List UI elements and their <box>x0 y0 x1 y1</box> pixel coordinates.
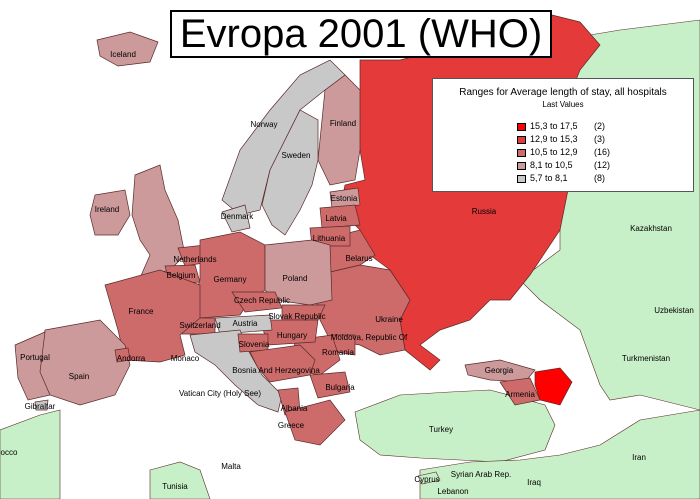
country-austria <box>214 314 273 335</box>
legend-range: 5,7 to 8,1 <box>530 173 568 183</box>
legend-row: 12,9 to 15,3 (3) <box>517 134 605 145</box>
legend-swatch <box>517 148 526 157</box>
legend: Ranges for Average length of stay, all h… <box>432 78 694 192</box>
legend-subtitle: Last Values <box>542 100 584 109</box>
label-morocco: occo <box>0 448 18 457</box>
region-north-africa <box>0 409 61 499</box>
country-greece <box>284 399 346 446</box>
label-uzbekistan: Uzbekistan <box>654 306 694 315</box>
country-bulgaria <box>309 371 351 399</box>
label-moldova: Moldova, Republic Of <box>330 333 408 342</box>
legend-swatch <box>517 174 526 183</box>
country-bosnia-and-herzegovina <box>249 344 316 383</box>
label-ukraine: Ukraine <box>375 315 403 324</box>
country-andorra <box>114 347 131 363</box>
label-hungary: Hungary <box>276 331 308 340</box>
label-sweden: Sweden <box>281 151 311 160</box>
label-tunisia: Tunisia <box>162 482 188 491</box>
label-andorra: Andorra <box>116 354 146 363</box>
legend-range: 10,5 to 12,9 <box>530 147 578 157</box>
region-cyprus <box>417 471 441 485</box>
legend-count: (12) <box>594 160 611 170</box>
country-armenia <box>499 377 541 406</box>
label-slovak-republic: Slovak Republic <box>268 312 326 321</box>
label-cyprus: Cyprus <box>414 475 440 484</box>
label-monaco: Monaco <box>170 354 200 363</box>
legend-count: (16) <box>594 147 611 157</box>
label-albania: Albania <box>280 404 308 413</box>
label-kazakhstan: Kazakhstan <box>630 224 672 233</box>
label-greece: Greece <box>277 421 305 430</box>
legend-range: 15,3 to 17,5 <box>530 121 578 131</box>
label-turkmenistan: Turkmenistan <box>621 354 671 363</box>
label-germany: Germany <box>213 275 247 284</box>
country-sweden <box>261 109 319 236</box>
label-netherlands: Netherlands <box>173 255 217 264</box>
label-iceland: Iceland <box>110 50 136 59</box>
label-bosnia-and-herzegovina: Bosnia And Herzegovina <box>232 366 320 375</box>
legend-swatch <box>517 161 526 170</box>
legend-row: 5,7 to 8,1 (8) <box>517 173 605 184</box>
legend-count: (8) <box>594 173 605 183</box>
country-norway <box>221 59 346 216</box>
label-france: France <box>128 307 154 316</box>
label-vatican-city: Vatican City (Holy See) <box>178 389 262 398</box>
country-azerbaijan <box>534 367 573 406</box>
country-ireland <box>89 189 131 236</box>
region-turkey <box>354 389 556 463</box>
label-ireland: Ireland <box>94 205 120 214</box>
legend-row: 8,1 to 10,5 (12) <box>517 160 610 171</box>
region-north-africa-east <box>149 461 211 499</box>
country-estonia <box>329 187 361 209</box>
country-finland <box>317 74 361 186</box>
legend-row: 15,3 to 17,5 (2) <box>517 121 605 132</box>
legend-range: 12,9 to 15,3 <box>530 134 578 144</box>
label-austria: Austria <box>232 319 258 328</box>
legend-title: Ranges for Average length of stay, all h… <box>459 87 667 98</box>
label-estonia: Estonia <box>330 194 358 203</box>
country-denmark <box>221 204 251 233</box>
label-armenia: Armenia <box>505 390 535 399</box>
legend-count: (3) <box>594 134 605 144</box>
legend-count: (2) <box>594 121 605 131</box>
label-lebanon: Lebanon <box>437 487 469 496</box>
region-middle-east <box>419 409 700 499</box>
label-denmark: Denmark <box>220 212 254 221</box>
label-portugal: Portugal <box>20 353 50 362</box>
label-czech-republic: Czech Republic <box>233 296 291 305</box>
label-malta: Malta <box>221 462 241 471</box>
label-bulgaria: Bulgaria <box>325 383 355 392</box>
label-latvia: Latvia <box>325 214 347 223</box>
country-latvia <box>319 204 361 229</box>
label-slovenia: Slovenia <box>238 340 270 349</box>
label-poland: Poland <box>282 274 308 283</box>
legend-range: 8,1 to 10,5 <box>530 160 573 170</box>
label-iraq: Iraq <box>527 478 541 487</box>
label-syria: Syrian Arab Rep. <box>450 470 512 479</box>
label-finland: Finland <box>329 119 357 128</box>
label-belarus: Belarus <box>345 254 373 263</box>
country-iceland <box>96 31 159 67</box>
label-romania: Romania <box>321 348 355 357</box>
legend-swatch <box>517 135 526 144</box>
label-georgia: Georgia <box>484 366 514 375</box>
label-iran: Iran <box>632 453 646 462</box>
legend-swatch <box>517 122 526 131</box>
legend-row: 10,5 to 12,9 (16) <box>517 147 610 158</box>
label-switzerland: Switzerland <box>179 321 221 330</box>
label-norway: Norway <box>250 120 278 129</box>
label-belgium: Belgium <box>166 271 196 280</box>
label-lithuania: Lithuania <box>312 234 346 243</box>
map-title: Evropa 2001 (WHO) <box>170 10 552 58</box>
label-turkey: Turkey <box>428 425 454 434</box>
label-spain: Spain <box>68 372 90 381</box>
country-gibraltar <box>34 399 49 411</box>
label-gibraltar: Gibraltar <box>24 402 56 411</box>
label-russia: Russia <box>471 207 497 216</box>
country-portugal <box>14 331 51 401</box>
